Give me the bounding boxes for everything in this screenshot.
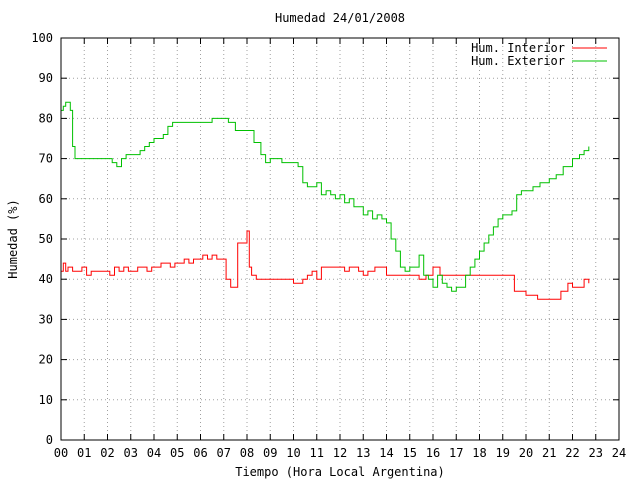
x-tick-label: 04 xyxy=(147,446,161,460)
series-line-interior xyxy=(61,230,590,300)
x-axis-ticks: 00 01 02 03 04 05 06 07 08 09 10 11 12 13 14 15 16 17 18 19… xyxy=(54,38,626,460)
x-tick-label: 14 xyxy=(379,446,393,460)
x-tick-label: 12 xyxy=(333,446,347,460)
x-axis-label: Tiempo (Hora Local Argentina) xyxy=(235,465,445,479)
x-tick-label: 07 xyxy=(217,446,231,460)
x-tick-label: 05 xyxy=(170,446,184,460)
x-tick-label: 02 xyxy=(100,446,114,460)
y-tick-label: 100 xyxy=(31,31,53,45)
y-tick-label: 50 xyxy=(39,232,53,246)
x-tick-label: 18 xyxy=(472,446,486,460)
y-tick-label: 40 xyxy=(39,272,53,286)
x-tick-label: 19 xyxy=(496,446,510,460)
x-tick-label: 03 xyxy=(124,446,138,460)
x-tick-label: 01 xyxy=(77,446,91,460)
x-tick-label: 13 xyxy=(356,446,370,460)
series-line-exterior xyxy=(61,101,590,292)
y-axis-label: Humedad (%) xyxy=(6,199,20,278)
y-tick-label: 0 xyxy=(46,433,53,447)
y-tick-label: 10 xyxy=(39,393,53,407)
x-tick-label: 09 xyxy=(263,446,277,460)
y-axis-ticks: 0 10 20 30 40 50 60 70 80 90 100 xyxy=(31,31,619,447)
y-tick-label: 60 xyxy=(39,192,53,206)
legend-label: Hum. Exterior xyxy=(471,54,565,68)
legend-label: Hum. Interior xyxy=(471,41,565,55)
x-tick-label: 21 xyxy=(542,446,556,460)
series-layer xyxy=(61,101,590,300)
x-tick-label: 10 xyxy=(286,446,300,460)
y-tick-label: 20 xyxy=(39,353,53,367)
x-tick-label: 16 xyxy=(426,446,440,460)
x-tick-label: 11 xyxy=(310,446,324,460)
x-tick-label: 08 xyxy=(240,446,254,460)
x-tick-label: 06 xyxy=(193,446,207,460)
x-tick-label: 24 xyxy=(612,446,626,460)
chart-title: Humedad 24/01/2008 xyxy=(275,11,405,25)
y-tick-label: 80 xyxy=(39,111,53,125)
y-tick-label: 70 xyxy=(39,152,53,166)
x-tick-label: 00 xyxy=(54,446,68,460)
y-tick-label: 30 xyxy=(39,312,53,326)
y-tick-label: 90 xyxy=(39,71,53,85)
x-tick-label: 15 xyxy=(403,446,417,460)
x-tick-label: 22 xyxy=(565,446,579,460)
plot-frame xyxy=(60,37,620,441)
x-tick-label: 23 xyxy=(589,446,603,460)
x-tick-label: 17 xyxy=(449,446,463,460)
x-tick-label: 20 xyxy=(519,446,533,460)
grid-lines xyxy=(61,38,619,440)
